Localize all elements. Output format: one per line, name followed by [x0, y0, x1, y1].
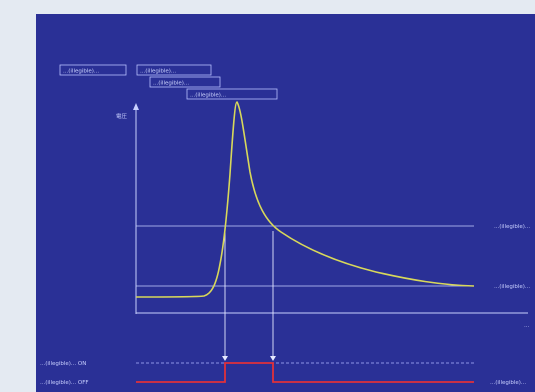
- legend-label: ...(illegible)...: [63, 69, 99, 75]
- signal-off-label: ...(illegible)... OFF: [40, 380, 89, 386]
- top-tag-3-box: [186, 88, 278, 100]
- digital-signal: [136, 362, 474, 383]
- lower-threshold-label: ...(illegible)...: [494, 284, 530, 290]
- top-tag-3: ...(illegible)...: [190, 93, 226, 99]
- marker-arrow-left: [222, 356, 228, 361]
- top-tag-2: ...(illegible)...: [153, 81, 189, 87]
- top-tag-1-box: [136, 64, 212, 76]
- signal-on-label: ...(illegible)... ON: [40, 361, 86, 367]
- top-tag-2-box: [149, 76, 221, 88]
- signal-right-label: ...(illegible)...: [490, 380, 526, 386]
- y-axis-label: 電圧: [116, 113, 128, 120]
- legend-box: [59, 64, 127, 76]
- upper-threshold-label: ...(illegible)...: [494, 224, 530, 230]
- voltage-curve: [135, 101, 475, 298]
- y-axis-arrow: [133, 103, 139, 110]
- top-tag-1: ...(illegible)...: [140, 69, 176, 75]
- diagram-svg: ...(illegible)... ...(illegible)... ...(…: [40, 64, 530, 386]
- marker-arrow-right: [270, 356, 276, 361]
- x-axis-end-label: ...: [524, 323, 529, 329]
- diagram-panel: ...(illegible)... ...(illegible)... ...(…: [36, 14, 535, 392]
